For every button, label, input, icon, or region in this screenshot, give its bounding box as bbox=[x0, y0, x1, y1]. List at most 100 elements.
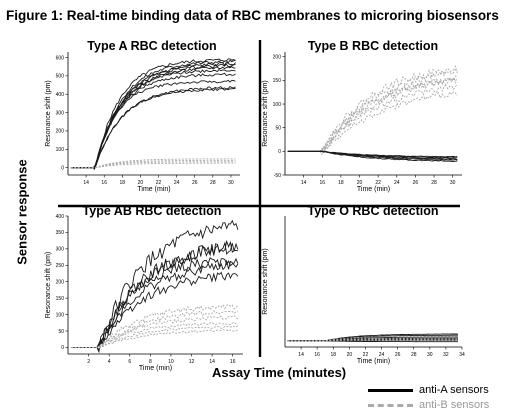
series-anti-a bbox=[70, 58, 236, 170]
x-tick-label: 30 bbox=[427, 352, 433, 358]
y-axis-label: Resonance shift (pm) bbox=[262, 80, 269, 147]
y-tick-label: 250 bbox=[56, 263, 65, 269]
curve bbox=[71, 241, 239, 348]
curve bbox=[287, 84, 458, 152]
curve bbox=[71, 259, 239, 348]
y-tick-label: 50 bbox=[58, 329, 64, 335]
figure-x-label: Assay Time (minutes) bbox=[212, 365, 347, 380]
y-tick-label: 500 bbox=[56, 74, 65, 80]
x-tick-label: 16 bbox=[314, 352, 320, 358]
y-tick-label: 0 bbox=[278, 149, 281, 155]
y-tick-label: 150 bbox=[273, 78, 282, 84]
y-tick-label: 100 bbox=[56, 312, 65, 318]
x-tick-label: 26 bbox=[413, 180, 419, 186]
curve bbox=[70, 58, 236, 169]
x-tick-label: 20 bbox=[347, 352, 353, 358]
panel-title: Type AB RBC detection bbox=[83, 204, 222, 218]
y-tick-label: 300 bbox=[56, 247, 65, 253]
x-tick-label: 28 bbox=[210, 180, 216, 186]
curve bbox=[70, 87, 236, 169]
legend-item-anti-a: anti-A sensors bbox=[368, 384, 489, 396]
x-tick-label: 34 bbox=[459, 352, 465, 358]
x-tick-label: 2 bbox=[87, 359, 90, 365]
x-axis-label: Time (min) bbox=[357, 186, 390, 193]
y-axis-label: Resonance shift (pm) bbox=[45, 252, 52, 319]
x-axis-label: Time (min) bbox=[357, 358, 390, 365]
curve bbox=[70, 158, 236, 169]
x-tick-label: 4 bbox=[108, 359, 111, 365]
panel-4: Type O RBC detection 14 16 18 20 22 24 26 28 30 32… bbox=[262, 204, 465, 365]
x-tick-label: 28 bbox=[431, 180, 437, 186]
y-tick-label: 50 bbox=[275, 125, 281, 131]
y-axis-label: Resonance shift (pm) bbox=[262, 248, 269, 315]
x-tick-label: 14 bbox=[209, 359, 215, 365]
curve bbox=[71, 315, 239, 349]
curve bbox=[71, 321, 238, 348]
curve bbox=[287, 75, 458, 154]
x-tick-label: 22 bbox=[156, 180, 162, 186]
x-tick-label: 24 bbox=[174, 180, 180, 186]
figure-y-label: Sensor response bbox=[14, 159, 30, 265]
y-tick-label: 350 bbox=[56, 230, 65, 236]
x-tick-label: 20 bbox=[357, 180, 363, 186]
x-axis-label: Time (min) bbox=[139, 365, 172, 372]
x-tick-label: 22 bbox=[375, 180, 381, 186]
x-tick-label: 24 bbox=[379, 352, 385, 358]
curve bbox=[70, 159, 236, 169]
panel-2: Type B RBC detection 14 16 18 20 22 24 26 28 30 Ti… bbox=[262, 39, 462, 193]
x-tick-label: 12 bbox=[189, 359, 195, 365]
x-tick-label: 22 bbox=[363, 352, 369, 358]
y-tick-label: 400 bbox=[56, 214, 65, 220]
y-axis-label: Resonance shift (pm) bbox=[45, 80, 52, 147]
series-anti-b bbox=[70, 158, 236, 169]
x-tick-label: 26 bbox=[192, 180, 198, 186]
figure-title: Figure 1: Real-time binding data of RBC … bbox=[6, 8, 499, 23]
curve bbox=[70, 162, 236, 169]
x-tick-label: 14 bbox=[301, 180, 307, 186]
y-tick-label: 150 bbox=[56, 296, 65, 302]
panel-title: Type B RBC detection bbox=[308, 39, 438, 53]
x-tick-label: 26 bbox=[395, 352, 401, 358]
curve bbox=[71, 329, 239, 348]
x-tick-label: 30 bbox=[450, 180, 456, 186]
y-tick-label: 0 bbox=[61, 345, 64, 351]
curve bbox=[70, 161, 236, 169]
x-axis-label: Time (min) bbox=[137, 186, 170, 193]
x-tick-label: 14 bbox=[298, 352, 304, 358]
x-tick-label: 18 bbox=[120, 180, 126, 186]
x-tick-label: 18 bbox=[330, 352, 336, 358]
x-tick-label: 14 bbox=[83, 180, 89, 186]
series-anti-b bbox=[71, 303, 239, 349]
y-tick-label: 400 bbox=[56, 92, 65, 98]
panel-3: Type AB RBC detection 2 4 6 8 10 12 14 16 Time (m… bbox=[45, 204, 243, 372]
curve bbox=[287, 68, 458, 155]
x-tick-label: 10 bbox=[168, 359, 174, 365]
panel-title: Type O RBC detection bbox=[307, 204, 438, 218]
curve bbox=[70, 68, 236, 169]
curve bbox=[70, 85, 236, 169]
curve bbox=[71, 303, 239, 348]
x-tick-label: 32 bbox=[443, 352, 449, 358]
curve bbox=[70, 62, 236, 169]
legend-swatch-dashed bbox=[368, 403, 413, 407]
x-tick-label: 16 bbox=[319, 180, 325, 186]
legend-label-anti-b: anti-B sensors bbox=[419, 399, 490, 411]
y-tick-label: 0 bbox=[61, 165, 64, 171]
x-tick-label: 6 bbox=[128, 359, 131, 365]
y-tick-label: 600 bbox=[56, 55, 65, 61]
curve bbox=[287, 150, 458, 162]
curve bbox=[71, 310, 239, 348]
x-tick-label: 18 bbox=[338, 180, 344, 186]
y-tick-label: 200 bbox=[273, 55, 282, 61]
x-tick-label: 24 bbox=[394, 180, 400, 186]
y-tick-label: 200 bbox=[56, 280, 65, 286]
x-tick-label: 16 bbox=[101, 180, 107, 186]
y-tick-label: 100 bbox=[273, 102, 282, 108]
curve bbox=[71, 271, 239, 354]
y-tick-label: -50 bbox=[274, 173, 281, 179]
legend-label-anti-a: anti-A sensors bbox=[419, 384, 489, 396]
y-tick-label: 300 bbox=[56, 110, 65, 116]
panel-title: Type A RBC detection bbox=[87, 39, 216, 53]
curve bbox=[70, 79, 236, 169]
